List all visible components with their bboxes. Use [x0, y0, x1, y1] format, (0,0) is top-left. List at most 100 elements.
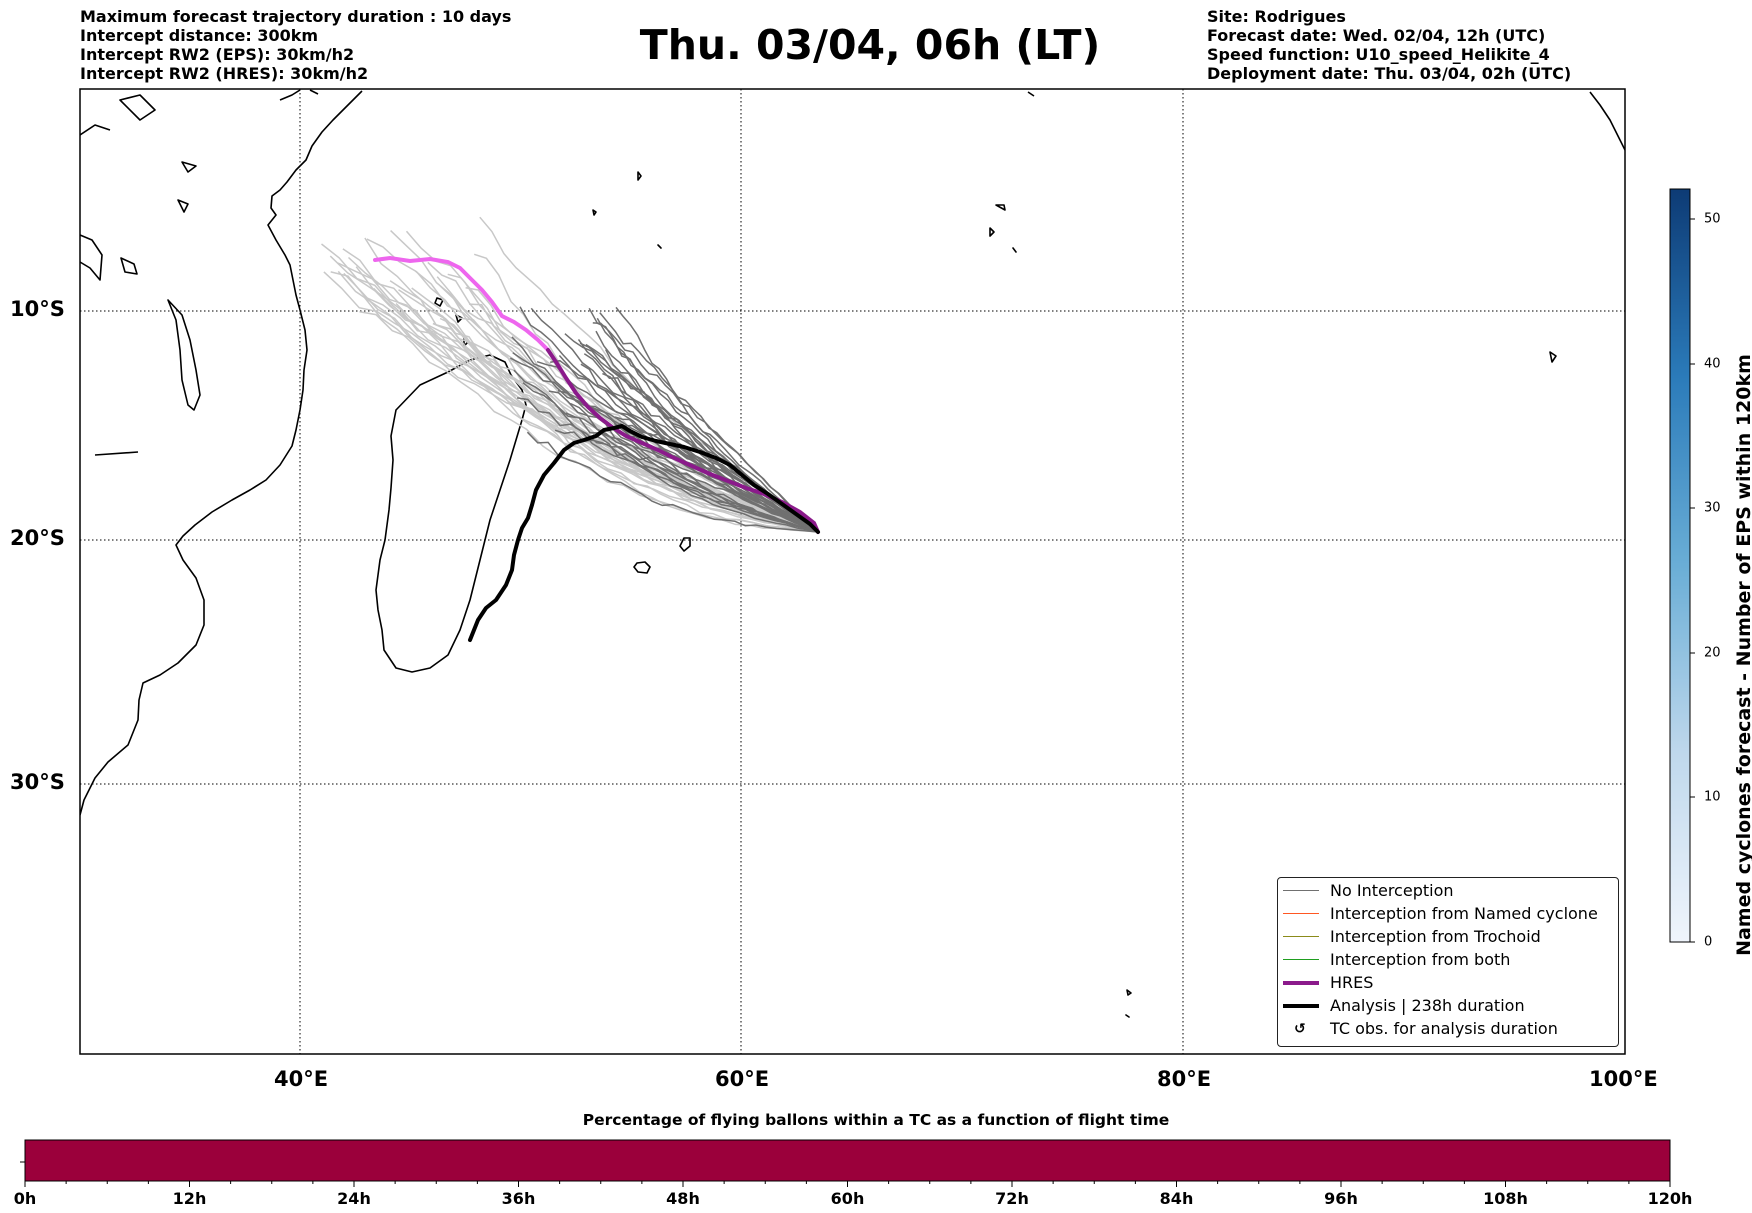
lon-label-40e: 40°E	[274, 1067, 329, 1091]
eps-tracks	[321, 216, 819, 533]
lat-label-10s: 10°S	[10, 297, 65, 321]
flight-time-tick-4: 48h	[666, 1189, 700, 1208]
legend-line-named-cyclone	[1283, 913, 1319, 914]
seychelles-2	[592, 209, 597, 216]
flight-time-tick-7: 84h	[1159, 1189, 1194, 1208]
amsterdam-2	[1125, 1014, 1130, 1018]
eps-track-62	[615, 306, 819, 533]
speed-function-text: Speed function: U10_speed_Helikite_4	[1207, 45, 1550, 64]
eps-track-64	[554, 429, 819, 533]
forecast-date-text: Forecast date: Wed. 02/04, 12h (UTC)	[1207, 26, 1546, 45]
legend-item-named-cyclone: Interception from Named cyclone	[1278, 903, 1618, 925]
africa-north-coast	[279, 89, 301, 101]
intercept-hres-text: Intercept RW2 (HRES): 30km/h2	[80, 64, 369, 83]
lat-label-20s: 20°S	[10, 526, 65, 550]
legend-item-no-interception: No Interception	[1278, 880, 1618, 902]
eps-track-38	[516, 397, 819, 533]
legend-item-analysis: Analysis | 238h duration	[1278, 995, 1618, 1017]
chagos-1	[995, 204, 1006, 211]
legend-line-trochoid	[1283, 936, 1319, 937]
eps-track-32	[432, 322, 819, 533]
title-text: Thu. 03/04, 06h (LT)	[639, 21, 1101, 69]
coast-inland-1	[94, 451, 139, 456]
coast-inland-4	[119, 94, 156, 121]
intercept-eps-text: Intercept RW2 (EPS): 30km/h2	[80, 45, 355, 64]
max-duration-text: Maximum forecast trajectory duration : 1…	[80, 7, 512, 26]
coast-inland-3	[80, 124, 111, 136]
colorbar-tick-30: 30	[1704, 500, 1721, 516]
lake-malawi	[167, 299, 201, 411]
hres-track-future	[373, 255, 550, 352]
intercept-distance-text: Intercept distance: 300km	[80, 26, 319, 45]
legend-item-both: Interception from both	[1278, 949, 1618, 971]
legend-item-tc-obs: ↺ TC obs. for analysis duration	[1278, 1018, 1618, 1040]
colorbar-label: Named cyclones forecast - Number of EPS …	[1733, 354, 1752, 956]
eps-track-42	[522, 382, 819, 533]
flight-time-tick-8: 96h	[1324, 1189, 1358, 1208]
map-legend: No Interception Interception from Named …	[1277, 877, 1619, 1047]
flight-time-bar	[20, 1139, 1671, 1187]
eps-track-68	[588, 307, 819, 533]
colorbar-tick-40: 40	[1704, 356, 1721, 372]
reunion-island	[633, 561, 651, 574]
analysis-track	[468, 424, 820, 642]
cyclone-icon: ↺	[1294, 1021, 1306, 1037]
flight-time-fill	[24, 1139, 1671, 1182]
eps-track-69	[570, 402, 819, 533]
colorbar-tick-20: 20	[1704, 645, 1721, 661]
colorbar-tick-0: 0	[1704, 934, 1713, 950]
madagascar-coastline	[375, 354, 527, 673]
legend-label-both: Interception from both	[1330, 950, 1511, 969]
colorbar-tick-10: 10	[1704, 789, 1721, 805]
chagos-2	[989, 227, 995, 237]
eps-track-23	[323, 271, 819, 533]
seychelles-3	[657, 244, 662, 249]
map-content	[80, 89, 1625, 1054]
flight-time-tick-1: 12h	[172, 1189, 207, 1208]
africa-coastline	[80, 90, 363, 816]
eps-track-58	[511, 336, 819, 533]
mauritius-island	[679, 537, 691, 552]
colorbar-tick-50: 50	[1704, 211, 1721, 227]
deployment-date-text: Deployment date: Thu. 03/04, 02h (UTC)	[1207, 64, 1572, 83]
coastlines	[80, 89, 1625, 1018]
lat-label-30s: 30°S	[10, 770, 65, 794]
legend-item-trochoid: Interception from Trochoid	[1278, 926, 1618, 948]
site-text: Site: Rodrigues	[1207, 7, 1346, 26]
eps-track-67	[580, 363, 819, 533]
amsterdam-1	[1126, 989, 1132, 996]
cocos	[1549, 351, 1557, 363]
colorbar-gradient	[1669, 188, 1691, 943]
eps-track-29	[449, 331, 819, 533]
chagos-3	[1012, 247, 1017, 253]
eps-track-21	[441, 315, 819, 533]
flight-time-tick-0: 0h	[13, 1189, 37, 1208]
lake-island-1	[181, 161, 197, 173]
mafia	[177, 199, 189, 213]
gridlines	[80, 89, 1625, 1054]
eps-track-12	[337, 262, 819, 533]
zanzibar	[120, 257, 138, 275]
flight-time-tick-6: 72h	[995, 1189, 1029, 1208]
legend-label-analysis: Analysis | 238h duration	[1330, 996, 1525, 1015]
named-cyclone-colorbar	[1669, 188, 1695, 943]
eps-track-31	[321, 243, 819, 533]
lon-label-80e: 80°E	[1157, 1067, 1212, 1091]
legend-item-hres: HRES	[1278, 972, 1618, 994]
flight-time-tick-3: 36h	[501, 1189, 536, 1208]
eps-track-50	[592, 434, 819, 533]
flight-time-tick-5: 60h	[830, 1189, 865, 1208]
legend-label-trochoid: Interception from Trochoid	[1330, 927, 1541, 946]
flight-time-tick-9: 108h	[1483, 1189, 1528, 1208]
eps-track-57	[526, 431, 819, 533]
coast-inland-7	[309, 89, 319, 95]
legend-label-tc-obs: TC obs. for analysis duration	[1330, 1019, 1558, 1038]
map-frame	[79, 88, 1626, 1055]
eps-track-60	[583, 353, 819, 533]
flight-time-tick-2: 24h	[337, 1189, 371, 1208]
coast-inland-6	[1027, 91, 1035, 97]
comoros-2	[455, 314, 463, 323]
legend-line-analysis	[1283, 1004, 1319, 1008]
legend-line-hres	[1283, 981, 1319, 985]
